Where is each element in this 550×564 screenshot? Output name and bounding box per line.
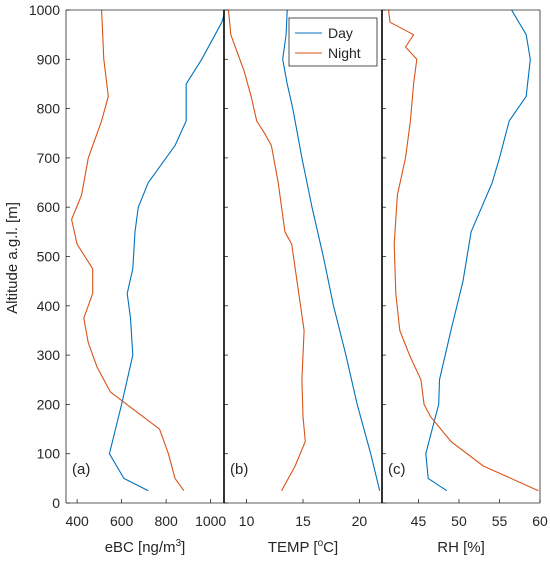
x-axis-label-a: eBC [ng/m3] [105,538,186,556]
y-tick-label: 600 [37,199,61,215]
legend-entries: Day Night [295,25,361,61]
y-tick-label: 700 [37,150,61,166]
y-tick-label: 900 [37,51,61,67]
y-tick-label: 400 [37,298,61,314]
x-tick-label: 50 [451,513,467,529]
panel-b: 10 15 20 (b) TEMP [oC] [223,9,382,556]
panels-layer: 400 600 800 1000(a)eBC [ng/m3]10 15 20(b)TEMP… [29,2,548,556]
y-tick-label: 100 [37,446,61,462]
y-tick-label: 300 [37,347,61,363]
y-tick-label: 1000 [29,2,60,18]
panel-c: 45 50 55 60 (c) RH [%] [381,9,548,556]
legend: Day Night [288,17,378,67]
x-tick-label: 15 [295,513,311,529]
series-line-night-c [387,9,539,492]
series-line-day-a [108,14,225,492]
series-line-day-c [425,9,531,492]
x-tick-label: 45 [411,513,427,529]
y-tick-label: 500 [37,249,61,265]
legend-label-day: Day [328,25,353,41]
y-tick-label: 800 [37,101,61,117]
panel-a: 400 600 800 1000 (a) eBC [ng/m3] [65,9,226,556]
x-axis-label-c: RH [%] [437,539,485,556]
series-line-night-a [71,9,185,492]
panel-label-a: (a) [72,461,90,478]
x-axis-label-b: TEMP [oC] [268,538,338,556]
x-tick-label: 400 [65,513,89,529]
legend-box [288,17,378,67]
y-axis-label: Altitude a.g.l. [m] [4,202,21,314]
y-tick-label: 200 [37,396,61,412]
x-tick-label: 20 [352,513,368,529]
x-tick-label: 60 [532,513,548,529]
x-tick-label: 600 [110,513,134,529]
legend-label-night: Night [328,45,361,61]
y-tick-label: 0 [52,495,60,511]
panel-label-b: (b) [230,461,248,478]
x-tick-label: 55 [492,513,508,529]
panel-label-c: (c) [388,461,406,478]
x-tick-label: 10 [239,513,255,529]
x-tick-label: 800 [154,513,178,529]
series-line-day-b [282,9,381,491]
series-line-night-b [227,9,306,491]
x-tick-label: 1000 [195,513,226,529]
